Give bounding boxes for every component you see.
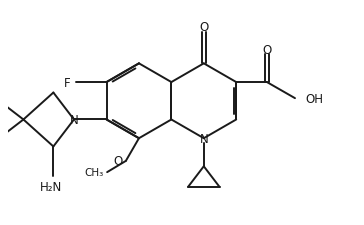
Text: F: F	[64, 76, 71, 89]
Text: H₂N: H₂N	[40, 180, 63, 193]
Text: N: N	[70, 113, 78, 126]
Text: N: N	[199, 132, 208, 145]
Text: O: O	[199, 21, 209, 34]
Text: OH: OH	[305, 92, 323, 105]
Text: O: O	[114, 154, 123, 167]
Text: CH₃: CH₃	[84, 167, 103, 177]
Text: O: O	[262, 43, 272, 56]
